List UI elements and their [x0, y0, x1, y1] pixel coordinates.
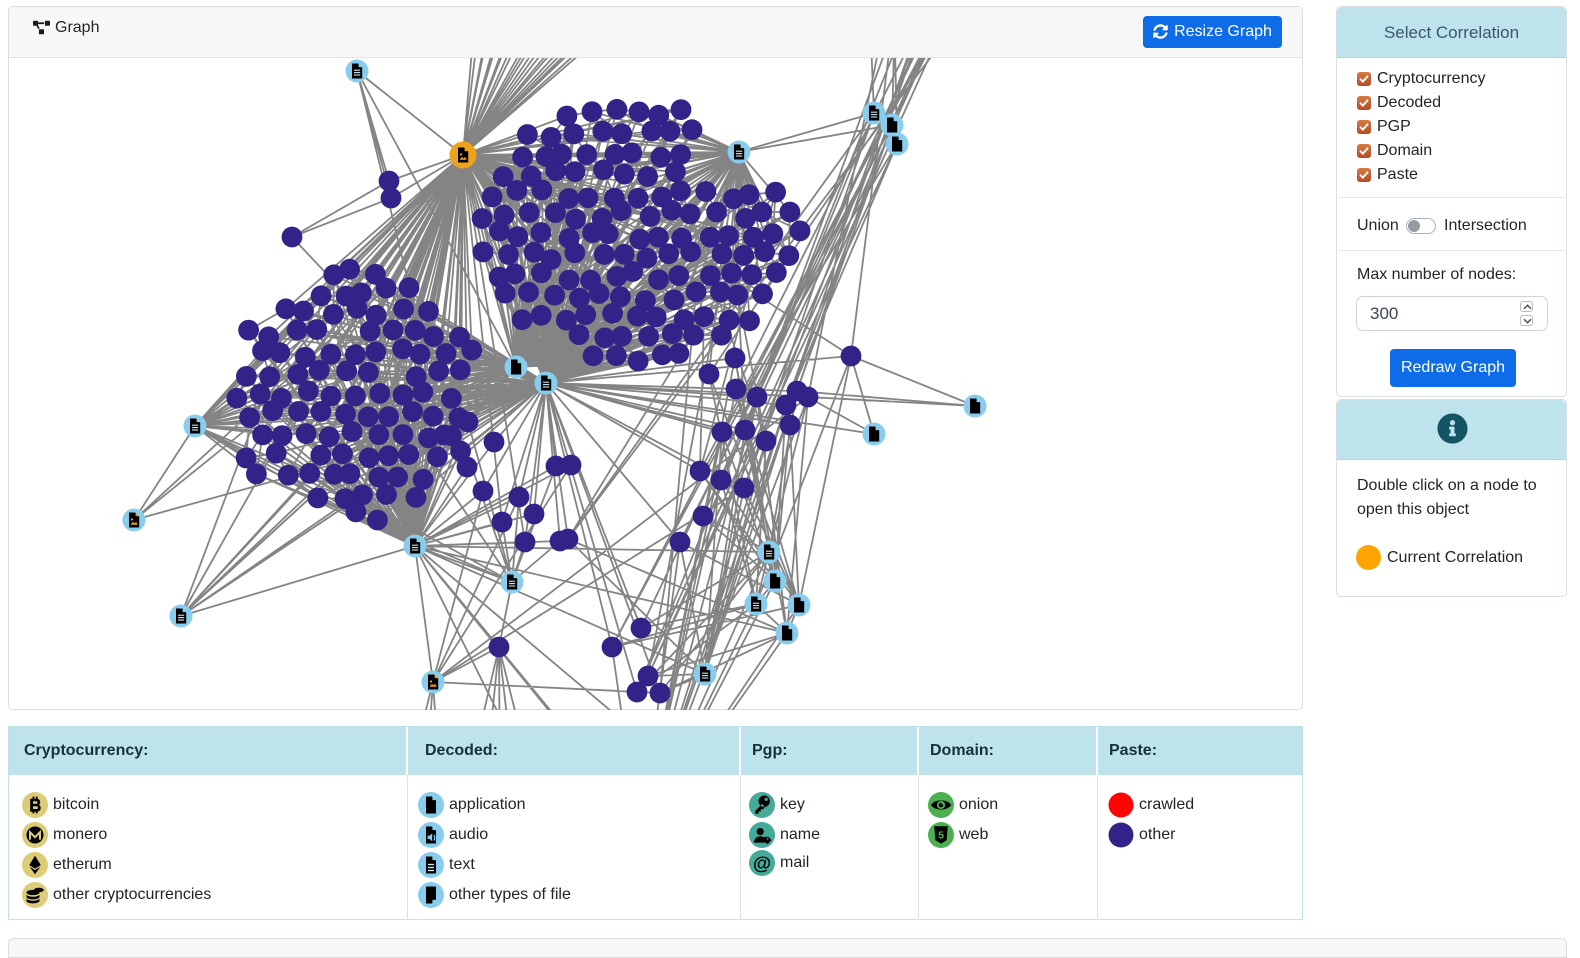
- svg-text:5: 5: [938, 829, 944, 841]
- svg-text:@: @: [753, 852, 771, 873]
